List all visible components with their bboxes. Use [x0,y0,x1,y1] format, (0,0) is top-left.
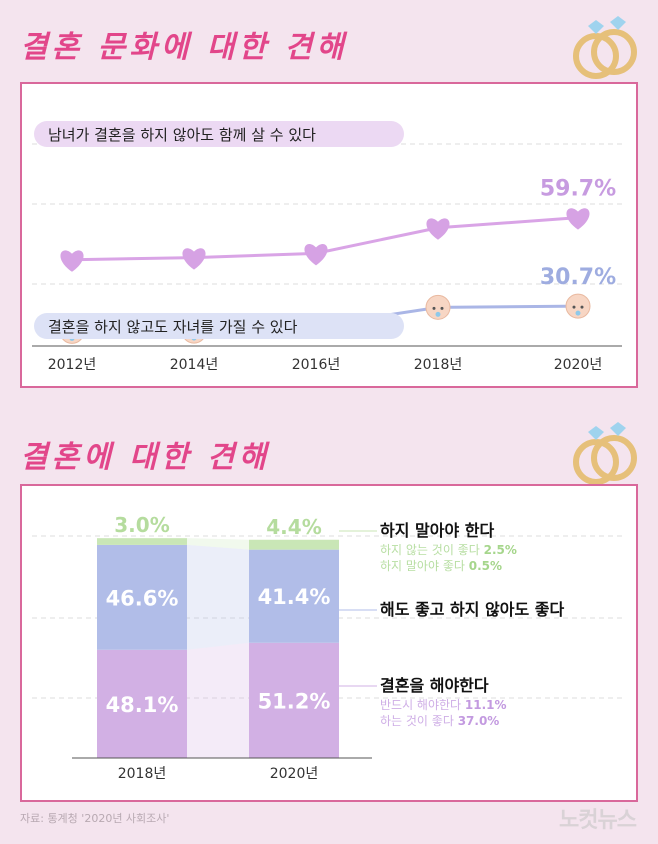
x-tick-label: 2016년 [292,357,341,373]
line-chart: 2012년 2014년 2016년 2018년 2020년 59.7% 남녀가 결혼을 하지… [32,121,622,373]
connector-band [187,544,249,650]
rings-icon [573,16,637,79]
baby-pacifier [435,311,441,317]
news-logo: 노컷뉴스 [559,808,637,833]
baby-pacifier [575,310,581,316]
category-label: 해도 좋고 하지 않아도 좋다 [380,600,564,619]
bar-segment [97,649,187,758]
source-note: 자료: 통계청 '2020년 사회조사' [20,812,170,825]
line-chart-title: 결혼 문화에 대한 견해 [20,30,348,65]
baby-eye [580,305,584,309]
x-tick-label: 2018년 [414,357,463,373]
x-tick-label: 2020년 [554,357,603,373]
connector-band [187,538,249,550]
data-label: 30.7% [540,265,616,290]
category-detail: 하는 것이 좋다 37.0% [380,714,499,728]
bar-chart: 48.1% 51.2% 46.6% 41.4% 3.0% 4.4% 2018년 2020년 결혼… [32,513,622,782]
baby-eye [432,306,436,310]
segment-label: 3.0% [114,513,169,537]
baby-face-marker [425,294,451,320]
bar-chart-title: 결혼에 대한 견해 [20,440,271,475]
category-label: 하지 말아야 한다 [380,521,494,540]
baby-eye [572,305,576,309]
category-label: 결혼을 해야한다 [380,676,489,695]
category-detail: 하지 말아야 좋다 0.5% [380,559,502,573]
legend-pill [34,121,404,147]
legend-pill [34,313,404,339]
segment-label: 41.4% [258,585,331,609]
heart-marker [182,248,206,270]
bar-segment [97,544,187,650]
x-tick-label: 2014년 [170,357,219,373]
heart-marker [60,250,84,272]
category-detail: 반드시 해야한다 11.1% [380,698,507,712]
segment-label: 48.1% [106,693,179,717]
bar-segment [249,642,339,758]
series-legend-label: 결혼을 하지 않고도 자녀를 가질 수 있다 [48,318,298,336]
data-label: 59.7% [540,177,616,202]
segment-label: 4.4% [266,515,321,539]
connector-band [187,642,249,758]
baby-face-marker [565,293,591,319]
line-chart-box: 2012년 2014년 2016년 2018년 2020년 59.7% 남녀가 결혼을 하지… [20,82,638,388]
heart-marker [426,218,450,240]
bar-segment [97,538,187,545]
heart-marker [304,243,328,266]
bar-segment [249,549,339,643]
bar-chart-box: 48.1% 51.2% 46.6% 41.4% 3.0% 4.4% 2018년 2020년 결혼… [20,484,638,802]
series-legend-label: 남녀가 결혼을 하지 않아도 함께 살 수 있다 [48,126,316,144]
baby-eye [440,306,444,310]
heart-marker [566,208,590,230]
segment-label: 46.6% [106,586,179,610]
rings-icon [573,422,637,485]
bar-segment [249,539,339,550]
x-tick-label: 2018년 [118,766,167,782]
x-tick-label: 2012년 [48,357,97,373]
x-tick-label: 2020년 [270,766,319,782]
segment-label: 51.2% [258,689,331,713]
category-detail: 하지 않는 것이 좋다 2.5% [380,543,517,557]
